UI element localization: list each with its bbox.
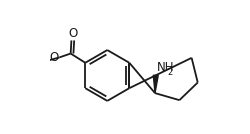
Text: NH: NH — [156, 61, 174, 74]
Text: O: O — [68, 27, 78, 40]
Polygon shape — [153, 75, 158, 93]
Text: O: O — [50, 51, 59, 64]
Text: 2: 2 — [167, 68, 172, 77]
